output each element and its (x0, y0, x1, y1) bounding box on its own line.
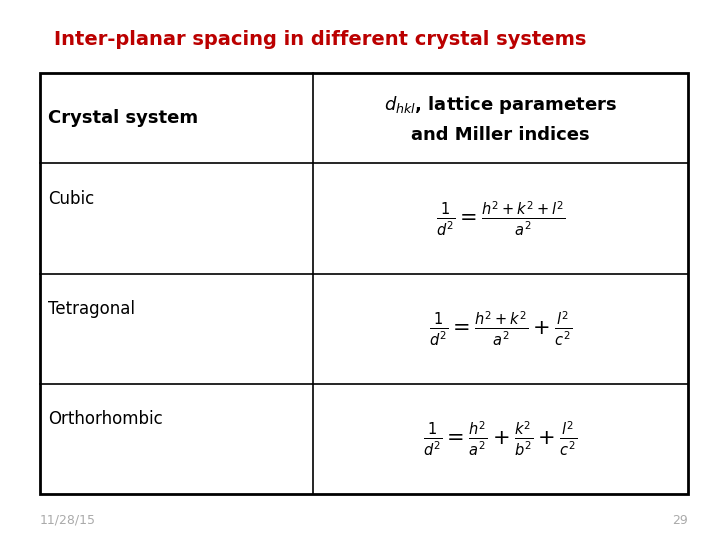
Text: $\frac{1}{d^2} = \frac{h^2}{a^2} + \frac{k^2}{b^2} + \frac{l^2}{c^2}$: $\frac{1}{d^2} = \frac{h^2}{a^2} + \frac… (423, 420, 577, 458)
Text: Inter-planar spacing in different crystal systems: Inter-planar spacing in different crysta… (54, 30, 586, 49)
Text: $\frac{1}{d^2} = \frac{h^2 + k^2 + l^2}{a^2}$: $\frac{1}{d^2} = \frac{h^2 + k^2 + l^2}{… (436, 199, 565, 238)
Text: $\frac{1}{d^2} = \frac{h^2 + k^2}{a^2} + \frac{l^2}{c^2}$: $\frac{1}{d^2} = \frac{h^2 + k^2}{a^2} +… (429, 310, 572, 348)
Text: Crystal system: Crystal system (48, 109, 199, 127)
Text: 29: 29 (672, 514, 688, 526)
Bar (40, 73, 688, 494)
Text: $d_{hkl}$, lattice parameters: $d_{hkl}$, lattice parameters (384, 93, 617, 116)
Text: Tetragonal: Tetragonal (48, 300, 135, 318)
Text: and Miller indices: and Miller indices (411, 126, 590, 145)
Text: Orthorhombic: Orthorhombic (48, 410, 163, 428)
Text: Cubic: Cubic (48, 190, 94, 208)
Text: 11/28/15: 11/28/15 (40, 514, 96, 526)
